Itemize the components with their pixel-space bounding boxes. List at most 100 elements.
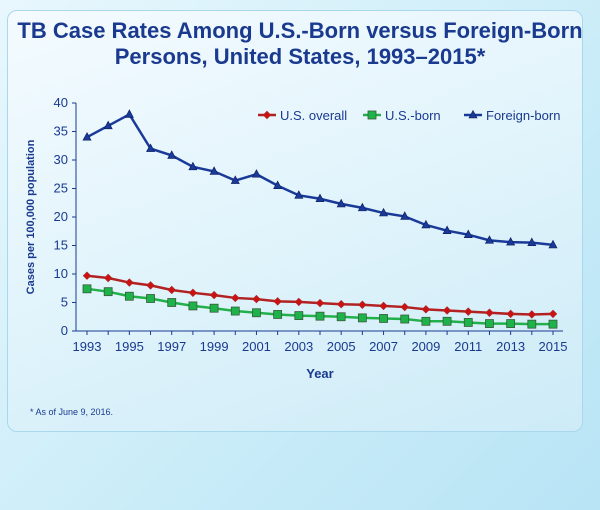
data-point-foreign-born bbox=[421, 219, 431, 229]
data-point-u-s-overall bbox=[252, 294, 261, 304]
y-tick-label: 10 bbox=[54, 266, 68, 281]
data-point-u-s-overall bbox=[315, 298, 325, 308]
data-point-u-s-overall bbox=[548, 309, 558, 319]
data-point-u-s-overall bbox=[294, 297, 304, 307]
data-point-u-s-overall bbox=[506, 309, 515, 319]
y-tick-label: 35 bbox=[54, 124, 68, 139]
legend-label-u-s-born: U.S.-born bbox=[385, 108, 441, 123]
x-tick-label: 1997 bbox=[157, 339, 186, 354]
y-tick-label: 30 bbox=[54, 152, 68, 167]
data-point-u-s-born bbox=[124, 291, 134, 301]
data-point-foreign-born bbox=[146, 143, 156, 152]
x-tick-label: 2007 bbox=[369, 339, 398, 354]
data-point-u-s-born bbox=[463, 318, 473, 327]
data-point-u-s-overall bbox=[103, 273, 113, 283]
data-point-u-s-born bbox=[273, 310, 283, 319]
data-point-u-s-overall bbox=[231, 293, 240, 303]
y-tick-label: 20 bbox=[54, 209, 68, 224]
x-tick-label: 2001 bbox=[242, 339, 271, 354]
y-axis-label: Cases per 100,000 population bbox=[25, 139, 37, 294]
chart-title: TB Case Rates Among U.S.-Born versus For… bbox=[17, 18, 583, 69]
data-point-foreign-born bbox=[548, 239, 558, 249]
footnote: * As of June 9, 2016. bbox=[30, 407, 114, 417]
x-tick-label: 1999 bbox=[200, 339, 229, 354]
data-point-u-s-born bbox=[82, 284, 92, 294]
data-point-u-s-overall bbox=[400, 302, 409, 312]
chart-panel bbox=[7, 10, 583, 432]
data-point-foreign-born bbox=[188, 161, 198, 171]
data-point-u-s-overall bbox=[485, 308, 494, 317]
data-point-u-s-overall bbox=[125, 278, 134, 287]
x-tick-label: 2015 bbox=[539, 339, 568, 354]
data-point-foreign-born bbox=[251, 169, 261, 178]
data-point-u-s-born bbox=[167, 298, 177, 307]
data-point-u-s-overall bbox=[358, 300, 367, 309]
legend-label-foreign-born: Foreign-born bbox=[486, 108, 560, 123]
legend-marker-foreign-born bbox=[468, 109, 478, 119]
data-point-u-s-born bbox=[103, 287, 113, 297]
data-point-u-s-overall bbox=[379, 301, 388, 311]
data-point-u-s-overall bbox=[188, 288, 198, 298]
data-point-u-s-born bbox=[230, 306, 240, 316]
data-point-u-s-overall bbox=[273, 297, 282, 306]
data-point-foreign-born bbox=[124, 109, 134, 118]
data-point-u-s-born bbox=[506, 319, 516, 328]
y-tick-label: 0 bbox=[61, 323, 68, 338]
data-point-u-s-overall bbox=[336, 300, 346, 309]
legend-marker-u-s-overall bbox=[262, 110, 272, 120]
series-line-u-s-overall bbox=[86, 274, 554, 316]
data-point-foreign-born bbox=[273, 180, 283, 189]
x-tick-label: 2003 bbox=[284, 339, 313, 354]
data-point-u-s-born bbox=[209, 303, 219, 313]
y-tick-label: 5 bbox=[61, 295, 68, 310]
y-tick-label: 25 bbox=[54, 181, 68, 196]
data-point-foreign-born bbox=[484, 235, 494, 244]
x-tick-label: 1993 bbox=[73, 339, 102, 354]
data-point-foreign-born bbox=[209, 166, 219, 175]
data-point-u-s-overall bbox=[146, 281, 155, 290]
data-point-foreign-born bbox=[294, 190, 304, 199]
data-point-u-s-born bbox=[442, 316, 452, 326]
data-point-foreign-born bbox=[103, 120, 113, 130]
data-point-foreign-born bbox=[230, 175, 240, 184]
data-point-foreign-born bbox=[506, 236, 516, 246]
data-point-u-s-born bbox=[336, 312, 346, 322]
data-point-u-s-born bbox=[379, 314, 388, 323]
x-axis-label: Year bbox=[306, 366, 333, 381]
data-point-u-s-born bbox=[357, 313, 367, 323]
data-point-u-s-born bbox=[527, 319, 537, 329]
y-tick-label: 40 bbox=[54, 95, 68, 110]
data-point-u-s-born bbox=[421, 316, 431, 326]
data-point-foreign-born bbox=[442, 225, 452, 234]
data-point-u-s-born bbox=[294, 311, 304, 321]
data-point-u-s-overall bbox=[167, 285, 176, 295]
legend-label-u-s-overall: U.S. overall bbox=[280, 108, 347, 123]
data-point-u-s-born bbox=[252, 308, 261, 318]
data-point-u-s-overall bbox=[464, 307, 473, 316]
x-tick-label: 2013 bbox=[496, 339, 525, 354]
data-point-u-s-born bbox=[315, 311, 325, 321]
data-point-u-s-overall bbox=[442, 306, 452, 315]
data-point-u-s-overall bbox=[421, 305, 431, 314]
data-point-foreign-born bbox=[400, 211, 410, 220]
data-point-u-s-born bbox=[188, 301, 198, 311]
data-point-u-s-overall bbox=[209, 290, 219, 300]
data-point-foreign-born bbox=[357, 202, 367, 212]
data-point-u-s-born bbox=[548, 319, 558, 329]
data-point-foreign-born bbox=[336, 198, 346, 208]
data-point-foreign-born bbox=[167, 150, 177, 159]
data-point-foreign-born bbox=[379, 207, 389, 217]
x-tick-label: 2011 bbox=[454, 339, 482, 354]
data-point-foreign-born bbox=[82, 132, 92, 141]
data-point-foreign-born bbox=[463, 229, 473, 238]
data-point-u-s-born bbox=[146, 294, 155, 303]
legend-marker-u-s-born bbox=[367, 110, 377, 120]
data-point-foreign-born bbox=[315, 193, 325, 203]
data-point-u-s-born bbox=[485, 319, 494, 328]
series-line-foreign-born bbox=[86, 112, 554, 247]
data-point-u-s-overall bbox=[527, 310, 537, 319]
y-tick-label: 15 bbox=[54, 238, 68, 253]
data-point-foreign-born bbox=[527, 237, 537, 246]
data-point-u-s-born bbox=[400, 314, 410, 324]
